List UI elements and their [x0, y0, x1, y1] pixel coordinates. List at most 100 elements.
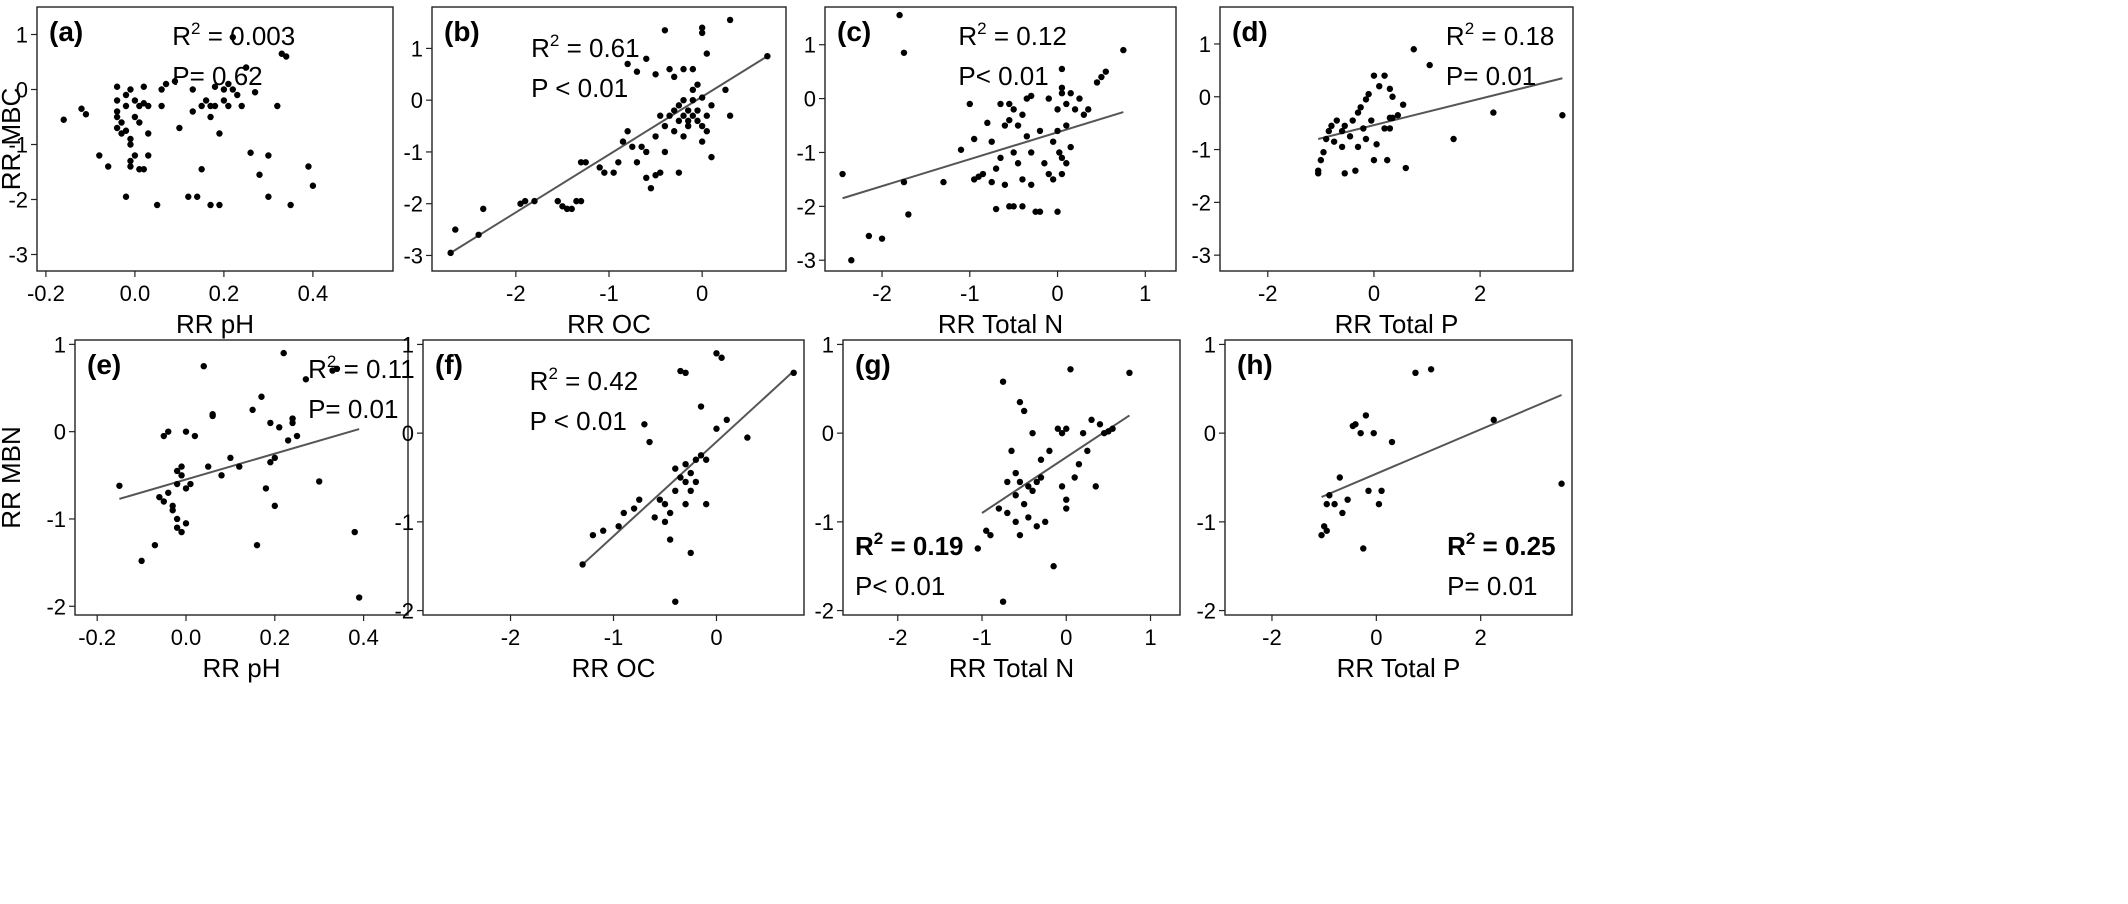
data-point [878, 235, 886, 242]
data-point [1020, 407, 1028, 415]
data-point [1360, 545, 1367, 552]
data-point [1019, 203, 1026, 210]
plot-frame [842, 339, 1181, 616]
data-point [234, 91, 241, 99]
data-point [178, 472, 185, 479]
data-point [1063, 496, 1070, 503]
data-point [697, 452, 705, 459]
data-point [1029, 487, 1036, 495]
plot-frame [36, 6, 394, 272]
r-base: R [172, 21, 191, 51]
x-tick-label: -1 [972, 625, 992, 650]
data-point [220, 97, 228, 104]
r-squared-stat: R2 = 0.18 [1446, 19, 1554, 51]
data-point [1559, 112, 1566, 119]
data-point [1373, 141, 1380, 148]
data-point [703, 128, 711, 135]
data-point [698, 94, 706, 101]
data-point [1037, 474, 1045, 481]
data-point [687, 549, 694, 557]
data-point [127, 86, 134, 93]
data-point [657, 112, 664, 119]
data-point [661, 500, 669, 508]
data-point [619, 138, 627, 145]
data-point [302, 376, 310, 383]
r-squared-stat: R2 = 0.42 [530, 364, 638, 396]
data-point [1016, 531, 1024, 539]
data-point [646, 438, 653, 446]
data-point [447, 249, 454, 257]
data-point [656, 496, 664, 503]
data-point [173, 524, 181, 531]
data-point [1010, 106, 1017, 113]
data-point [657, 169, 664, 176]
x-axis-label: RR Total P [1335, 309, 1459, 339]
x-axis-label: RR OC [567, 309, 651, 339]
data-point [684, 122, 692, 130]
y-tick-label: -3 [796, 248, 816, 273]
data-point [160, 432, 167, 440]
data-point [1336, 474, 1343, 481]
data-point [207, 201, 214, 209]
y-axis-label: RR MBC [0, 88, 26, 191]
x-tick-label: 2 [1474, 281, 1486, 306]
x-tick-label: 0.0 [171, 625, 202, 650]
data-point [169, 502, 176, 510]
data-point [1349, 422, 1357, 430]
data-point [189, 86, 196, 93]
data-point [78, 105, 85, 112]
data-point [979, 170, 987, 178]
x-tick-label: 0 [710, 625, 722, 650]
data-point [684, 107, 692, 114]
data-point [521, 197, 529, 205]
regression-line [581, 370, 795, 566]
r-sup: 2 [1465, 19, 1474, 38]
data-point [997, 100, 1004, 108]
data-point [1339, 509, 1346, 517]
data-point [309, 182, 317, 189]
r-value: = 0.25 [1475, 531, 1555, 561]
data-point [131, 97, 139, 104]
y-tick-label: 0 [16, 78, 28, 103]
panel-a: (a) 1 0 -1 -2 -3 -0.2 0.0 0.2 0.4 RR pH RR MBC R2 = … [0, 6, 394, 339]
data-point [1080, 111, 1088, 118]
data-point [559, 203, 566, 210]
data-point [1338, 143, 1346, 151]
data-point [1360, 125, 1367, 132]
data-point [995, 505, 1003, 512]
data-point [708, 153, 715, 161]
data-point [1450, 135, 1457, 143]
data-point [865, 232, 873, 240]
data-point [984, 119, 991, 127]
data-point [1045, 170, 1052, 178]
data-point [1381, 125, 1388, 132]
x-tick-label: -1 [604, 625, 624, 650]
data-point [582, 159, 589, 166]
data-point [1096, 421, 1104, 428]
x-tick-label: -0.2 [27, 281, 65, 306]
x-tick-label: -2 [1262, 625, 1282, 650]
regression-line [1317, 77, 1563, 140]
data-point [127, 135, 134, 143]
y-tick-label: 0 [1204, 421, 1216, 446]
data-point [198, 102, 205, 110]
data-point [316, 478, 323, 485]
panel-label: (d) [1232, 16, 1268, 47]
data-point [1349, 117, 1356, 124]
data-point [682, 369, 689, 377]
data-point [1063, 505, 1070, 512]
data-point [694, 81, 701, 88]
data-point [671, 107, 678, 114]
data-point [1058, 90, 1066, 97]
data-point [351, 528, 358, 536]
data-point [1354, 109, 1362, 116]
data-point [1019, 176, 1026, 183]
data-point [687, 469, 694, 477]
data-point [267, 419, 274, 427]
data-point [694, 117, 701, 125]
data-point [643, 148, 650, 156]
data-point [1006, 100, 1013, 108]
data-point [280, 349, 287, 357]
y-tick-label: -1 [1191, 138, 1211, 163]
